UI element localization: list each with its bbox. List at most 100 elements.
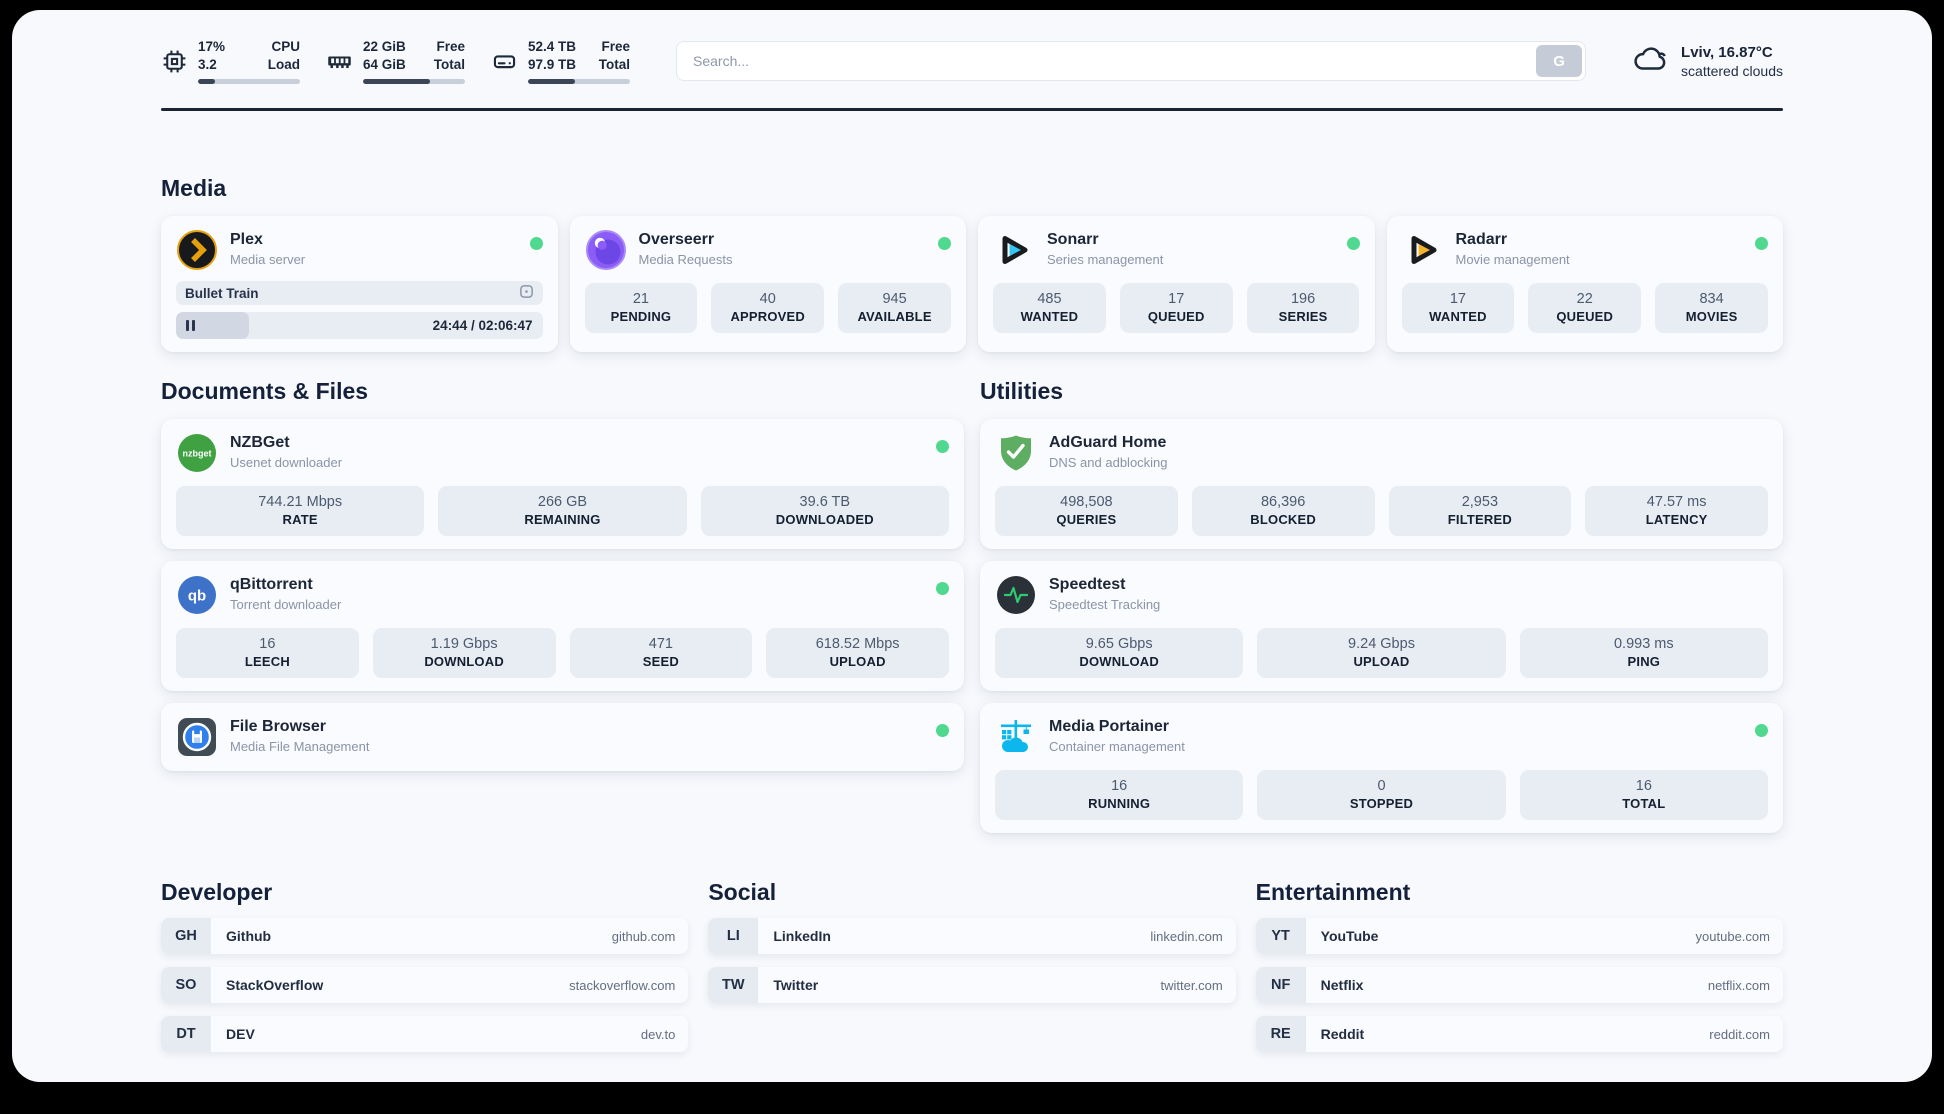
stat-value: 39.6 TB [799, 494, 851, 511]
app-name: NZBGet [230, 434, 290, 452]
bookmark-row[interactable]: LI LinkedIn linkedin.com [708, 918, 1236, 955]
bookmark-url: twitter.com [1160, 977, 1223, 993]
overseerr-card[interactable]: Overseerr Media Requests 21 PENDING 40 APPR… [569, 216, 966, 353]
ram-stat: 22 GiB 64 GiB Free Total [326, 38, 465, 85]
stat-label: REMAINING [524, 512, 601, 528]
stat-tile: 39.6 TB DOWNLOADED [700, 486, 949, 537]
bookmark-abbr-badge: DT [161, 1016, 211, 1053]
stat-label: DOWNLOADED [775, 512, 874, 528]
stat-tile: 945 AVAILABLE [838, 283, 951, 334]
status-dot [1755, 237, 1768, 251]
nzbget-card[interactable]: nzbget NZBGet Usenet downloader 744.21 M… [161, 419, 964, 550]
stat-tile: 0.993 ms PING [1519, 628, 1768, 679]
header-divider [161, 108, 1783, 111]
stat-label: LEECH [244, 654, 290, 670]
stat-tiles: 17 WANTED 22 QUEUED 834 MOVIES [1401, 283, 1769, 334]
stat-label: UPLOAD [829, 654, 886, 670]
bookmark-name: YouTube [1320, 928, 1379, 945]
section-title-media: Media [161, 174, 227, 201]
search-bar: G [676, 41, 1587, 82]
bookmark-abbr-badge: SO [161, 967, 211, 1004]
qbittorrent-card[interactable]: qb qBittorrent Torrent downloader 16 LEEC… [161, 561, 964, 692]
bookmark-row[interactable]: YT YouTube youtube.com [1255, 918, 1783, 955]
stat-label: LATENCY [1645, 512, 1708, 528]
cpu-progressbar [198, 79, 300, 85]
sonarr-icon [993, 229, 1035, 271]
now-playing-row[interactable]: Bullet Train [176, 281, 543, 306]
playback-time: 24:44 / 02:06:47 [432, 318, 533, 334]
stat-value: 17 [1168, 291, 1185, 308]
bookmark-url: github.com [611, 928, 676, 944]
search-engine-button[interactable]: G [1536, 45, 1583, 78]
stat-value: 86,396 [1260, 494, 1306, 511]
stat-tiles: 21 PENDING 40 APPROVED 945 AVAILABLE [584, 283, 952, 334]
filebrowser-card[interactable]: File Browser Media File Management [161, 703, 964, 772]
stat-value: 266 GB [537, 494, 588, 511]
stat-value: 21 [632, 291, 649, 308]
app-desc: Media Requests [638, 252, 733, 268]
stat-value: 9.24 Gbps [1348, 636, 1415, 653]
app-desc: Media File Management [230, 739, 370, 755]
app-desc: Series management [1047, 252, 1164, 268]
app-name: Media Portainer [1049, 718, 1170, 736]
ram-values: 22 GiB 64 GiB [363, 39, 406, 73]
stat-tiles: 485 WANTED 17 QUEUED 196 SERIES [993, 283, 1360, 334]
stat-value: 0 [1377, 778, 1386, 795]
stat-label: BLOCKED [1250, 512, 1316, 528]
app-name: Speedtest [1049, 576, 1126, 594]
stat-tile: 9.24 Gbps UPLOAD [1257, 628, 1506, 679]
bookmark-abbr-badge: NF [1255, 967, 1306, 1004]
plex-icon [176, 229, 218, 271]
sonarr-card[interactable]: Sonarr Series management 485 WANTED 17 QUEU… [978, 216, 1375, 353]
disk-labels: Free Total [598, 39, 630, 73]
plex-card[interactable]: Plex Media server Bullet Train [161, 216, 558, 353]
weather-condition: scattered clouds [1681, 62, 1783, 79]
bookmark-url: netflix.com [1707, 977, 1770, 993]
section-title-entertainment: Entertainment [1255, 879, 1411, 906]
stat-value: 17 [1449, 291, 1466, 308]
stat-value: 16 [1111, 778, 1128, 795]
search-input[interactable] [676, 41, 1587, 82]
bookmark-url: reddit.com [1709, 1026, 1770, 1042]
bookmark-url: dev.to [640, 1026, 676, 1042]
stat-label: QUERIES [1056, 512, 1117, 528]
app-desc: Speedtest Tracking [1049, 597, 1161, 613]
pause-icon [186, 320, 195, 332]
adguard-card[interactable]: AdGuard Home DNS and adblocking 498,508 Q… [980, 419, 1783, 550]
stat-label: STOPPED [1349, 796, 1414, 812]
cpu-labels: CPU Load [267, 39, 300, 73]
stat-tile: 22 QUEUED [1528, 283, 1642, 334]
stat-value: 618.52 Mbps [815, 636, 900, 653]
stat-label: QUEUED [1556, 309, 1614, 325]
svg-text:nzbget: nzbget [183, 449, 212, 459]
stat-tile: 471 SEED [569, 628, 753, 679]
stat-label: RATE [282, 512, 318, 528]
section-title-social: Social [708, 879, 777, 906]
stat-value: 471 [648, 636, 673, 653]
header: 17% 3.2 CPU Load [161, 10, 1783, 85]
speedtest-card[interactable]: Speedtest Speedtest Tracking 9.65 Gbps DO… [980, 561, 1783, 692]
stat-tile: 16 RUNNING [995, 770, 1244, 821]
stat-tile: 17 QUEUED [1119, 283, 1233, 334]
bookmark-row[interactable]: NF Netflix netflix.com [1255, 967, 1783, 1004]
bookmark-row[interactable]: GH Github github.com [161, 918, 689, 955]
portainer-icon [995, 716, 1037, 758]
bookmark-row[interactable]: RE Reddit reddit.com [1255, 1016, 1783, 1053]
stat-tile: 47.57 ms LATENCY [1585, 486, 1768, 537]
ram-labels: Free Total [433, 39, 465, 73]
cpu-icon [161, 48, 188, 75]
radarr-card[interactable]: Radarr Movie management 17 WANTED 22 QUEUED… [1386, 216, 1783, 353]
bookmark-url: youtube.com [1695, 928, 1770, 944]
bookmark-row[interactable]: TW Twitter twitter.com [708, 967, 1236, 1004]
disk-values: 52.4 TB 97.9 TB [528, 39, 577, 73]
app-name: File Browser [230, 718, 327, 736]
bookmark-row[interactable]: SO StackOverflow stackoverflow.com [161, 967, 689, 1004]
bookmark-name: Github [226, 928, 272, 945]
cpu-values: 17% 3.2 [198, 39, 226, 73]
portainer-card[interactable]: Media Portainer Container management 16 R… [980, 703, 1783, 834]
bookmark-name: DEV [226, 1026, 255, 1043]
bookmark-row[interactable]: DT DEV dev.to [161, 1016, 689, 1053]
status-dot [1346, 237, 1360, 251]
filebrowser-icon [176, 716, 218, 758]
disk-icon [491, 48, 518, 75]
